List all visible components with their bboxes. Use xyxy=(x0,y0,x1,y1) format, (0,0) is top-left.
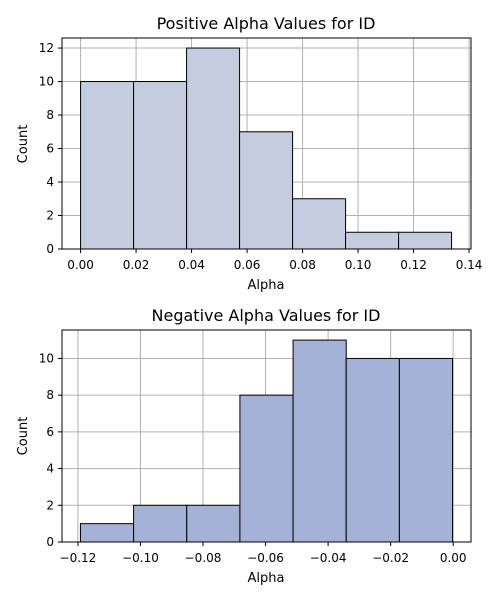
x-tick-label: −0.06 xyxy=(247,551,284,565)
x-tick-label: −0.12 xyxy=(60,551,97,565)
y-tick-label: 8 xyxy=(46,108,54,122)
plot-frame xyxy=(61,329,472,543)
histogram-bar xyxy=(398,357,454,543)
ticks: −0.12 −0.10 −0.08 −0.06 −0.04 −0.02 0.00 0 2 4 6 8 1… xyxy=(39,351,467,565)
y-axis-label: Count xyxy=(16,125,31,164)
histogram-bar xyxy=(239,131,294,250)
chart-title: Positive Alpha Values for ID xyxy=(157,14,376,33)
histogram-bar xyxy=(345,357,400,543)
x-axis-label: Alpha xyxy=(248,278,285,293)
bars xyxy=(79,339,454,543)
y-tick-label: 4 xyxy=(46,175,54,189)
y-axis-label: Count xyxy=(16,417,31,456)
y-tick-label: 10 xyxy=(39,75,54,89)
x-tick-label: 0.00 xyxy=(67,258,94,272)
histogram-bar xyxy=(186,504,241,543)
y-tick-label: 6 xyxy=(46,425,54,439)
negative-alpha-chart: Negative Alpha Values for ID −0.12 −0.10−… xyxy=(16,306,472,586)
x-tick-label: −0.04 xyxy=(310,551,347,565)
x-tick-label: 0.02 xyxy=(123,258,150,272)
y-tick-label: 10 xyxy=(39,351,54,365)
x-tick-label: 0.00 xyxy=(440,551,467,565)
y-tick-label: 0 xyxy=(46,242,54,256)
x-tick-label: 0.14 xyxy=(456,258,483,272)
x-tick-label: 0.04 xyxy=(178,258,205,272)
histogram-bar xyxy=(80,81,135,250)
histogram-bar xyxy=(398,231,453,250)
y-tick-label: 4 xyxy=(46,462,54,476)
histogram-bar xyxy=(345,231,400,250)
y-tick-label: 6 xyxy=(46,142,54,156)
histogram-bar xyxy=(79,523,135,543)
positive-alpha-chart: Positive Alpha Values for ID 0.00 0.02 0.0… xyxy=(16,14,482,293)
bars xyxy=(80,47,453,250)
x-tick-label: −0.08 xyxy=(185,551,222,565)
y-tick-label: 2 xyxy=(46,209,54,223)
x-tick-label: −0.02 xyxy=(372,551,409,565)
ticks: 0.00 0.02 0.04 0.06 0.08 0.10 0.12 0.14 0 2 4 6 8 10 1… xyxy=(39,41,483,272)
y-tick-label: 12 xyxy=(39,41,54,55)
histogram-bar xyxy=(133,504,188,543)
x-tick-label: 0.10 xyxy=(345,258,372,272)
histogram-bar xyxy=(292,198,347,250)
x-tick-label: 0.06 xyxy=(234,258,261,272)
x-axis-label: Alpha xyxy=(248,571,285,586)
plot-frame xyxy=(61,37,472,250)
y-tick-label: 0 xyxy=(46,535,54,549)
x-tick-label: 0.12 xyxy=(400,258,427,272)
histogram-bar xyxy=(133,81,188,250)
x-tick-label: −0.10 xyxy=(122,551,159,565)
histogram-bar xyxy=(239,394,294,543)
y-tick-label: 8 xyxy=(46,388,54,402)
histogram-bar xyxy=(186,47,241,250)
x-tick-label: 0.08 xyxy=(289,258,316,272)
histogram-bar xyxy=(292,339,347,543)
chart-title: Negative Alpha Values for ID xyxy=(152,306,381,325)
y-tick-label: 2 xyxy=(46,498,54,512)
